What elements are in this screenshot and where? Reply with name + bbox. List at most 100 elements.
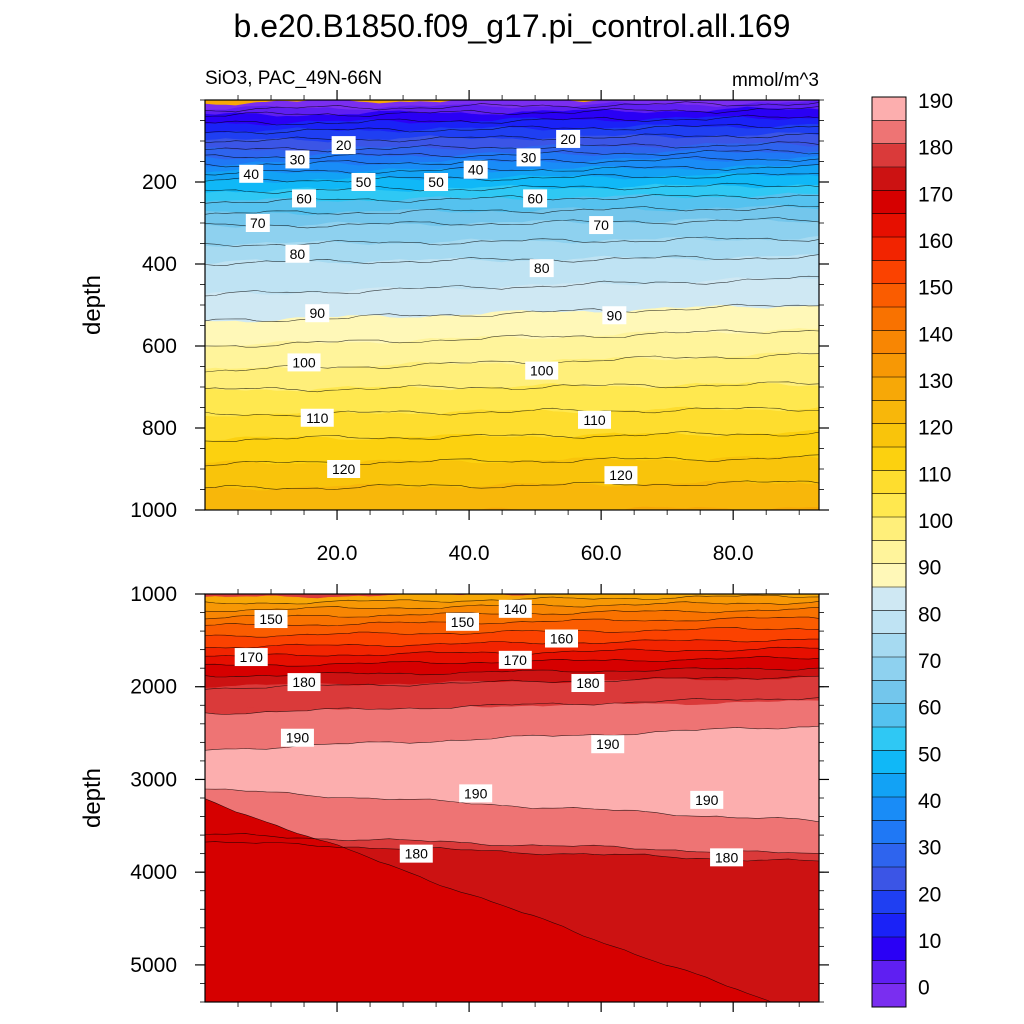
contour-label-text: 120 xyxy=(609,467,633,483)
contour-label: 30 xyxy=(285,150,310,169)
contour-line xyxy=(205,123,819,135)
contour-line xyxy=(205,141,819,153)
colorbar-label: 110 xyxy=(918,463,951,486)
contour-label-box xyxy=(498,599,532,618)
contour-label: 60 xyxy=(523,189,548,208)
contour-label-box xyxy=(234,648,268,667)
colorbar-swatch xyxy=(872,213,906,238)
upper-contour-fills xyxy=(205,100,819,510)
contour-line xyxy=(205,788,819,823)
contour-label: 190 xyxy=(690,790,724,809)
contour-line xyxy=(205,697,819,715)
colorbar-swatch xyxy=(872,120,906,145)
contour-line xyxy=(205,164,819,176)
contour-label-text: 20 xyxy=(336,137,352,153)
chart-title: b.e20.B1850.f09_g17.pi_control.all.169 xyxy=(234,8,791,44)
contour-label-box xyxy=(285,244,310,263)
colorbar-swatch xyxy=(872,773,906,798)
contour-label-box xyxy=(591,735,625,754)
contour-line xyxy=(205,638,819,649)
contour-line xyxy=(205,204,819,215)
contour-label-text: 70 xyxy=(593,217,609,233)
colorbar-swatch xyxy=(872,447,906,471)
contour-label-text: 190 xyxy=(464,785,488,801)
lower-axes: 1000 2000 3000 4000 5000 xyxy=(130,583,829,1012)
contour-label-box xyxy=(239,164,264,183)
contour-label-box xyxy=(331,136,356,155)
contour-label-box xyxy=(285,150,310,169)
contour-label-box xyxy=(710,848,744,867)
colorbar-label: 0 xyxy=(918,977,930,1000)
contour-label-box xyxy=(498,650,532,669)
colorbar-label: 70 xyxy=(918,650,941,673)
contour-label: 170 xyxy=(498,650,532,669)
contour-line xyxy=(205,101,819,113)
colorbar-label: 120 xyxy=(918,417,953,440)
contour-label-box xyxy=(292,189,317,208)
contour-band-185-upper xyxy=(205,697,819,751)
colorbar-label: 100 xyxy=(918,510,953,533)
colorbar-swatch xyxy=(872,983,906,1008)
contour-label-box xyxy=(254,610,288,629)
colorbar-swatch xyxy=(872,867,906,891)
contour-label-text: 100 xyxy=(292,354,316,370)
contour-label: 90 xyxy=(305,304,330,323)
contour-label-text: 140 xyxy=(504,601,528,617)
colorbar-swatch xyxy=(872,470,906,495)
contour-label-text: 60 xyxy=(296,190,312,206)
colorbar-label: 40 xyxy=(918,790,941,813)
contour-line xyxy=(205,616,819,627)
colorbar-swatch xyxy=(872,657,906,681)
contour-label-text: 180 xyxy=(576,675,600,691)
contour-label-text: 170 xyxy=(504,652,528,668)
contour-label: 190 xyxy=(459,784,493,803)
x-tick-label: 20.0 xyxy=(317,542,358,565)
contour-label-text: 110 xyxy=(306,410,329,426)
colorbar-label: 60 xyxy=(918,697,941,720)
colorbar-label: 20 xyxy=(918,883,941,906)
colorbar-swatch xyxy=(872,307,906,331)
contour-label: 70 xyxy=(245,214,270,232)
contour-line xyxy=(205,431,819,442)
contour-label-text: 190 xyxy=(596,736,620,752)
colorbar-swatch xyxy=(872,97,906,121)
colorbar: 0 10 20 30 40 50 60 70 80 90 100 110 120 130 140 150 160… xyxy=(871,90,953,1008)
upper-contour-labels: 20 20 30 30 40 40 50 50 60 60 70 70 80 80 90 90 100 100 11… xyxy=(239,129,638,485)
contour-label-text: 40 xyxy=(468,162,484,178)
contour-line xyxy=(205,454,819,467)
contour-label-box xyxy=(545,629,579,648)
contour-label: 140 xyxy=(498,599,532,618)
contour-label-box xyxy=(327,460,361,478)
contour-label-text: 180 xyxy=(292,674,316,690)
colorbar-swatch xyxy=(872,167,906,191)
contour-label-box xyxy=(287,353,321,372)
contour-label-text: 20 xyxy=(560,131,576,147)
contour-label-text: 80 xyxy=(290,246,306,262)
x-tick-label: 60.0 xyxy=(581,542,622,565)
contour-label-box xyxy=(424,173,449,191)
contour-label: 180 xyxy=(287,673,321,692)
contour-line xyxy=(205,114,819,126)
contour-line xyxy=(205,480,819,490)
contour-label-text: 90 xyxy=(607,307,623,323)
contour-label: 60 xyxy=(292,189,317,208)
contour-label-text: 120 xyxy=(332,461,356,477)
contour-label-box xyxy=(399,844,433,863)
colorbar-label: 10 xyxy=(918,930,941,953)
contour-label-box xyxy=(463,160,488,179)
contour-label-text: 80 xyxy=(534,260,550,276)
lower-contour-labels: 150 140 150 160 170 170 180 180 190 190 190 190 180 1… xyxy=(234,599,744,867)
colorbar-swatch xyxy=(872,353,906,378)
contour-label: 50 xyxy=(424,173,449,191)
contour-label-text: 90 xyxy=(309,305,325,321)
contour-label-box xyxy=(287,673,321,692)
contour-label-text: 180 xyxy=(405,846,429,862)
colorbar-swatch xyxy=(872,330,906,355)
colorbar-swatch xyxy=(872,797,906,821)
contour-label: 170 xyxy=(234,648,268,667)
contour-label-box xyxy=(516,148,541,167)
contour-label-box xyxy=(300,408,334,427)
colorbar-swatch xyxy=(872,633,906,658)
